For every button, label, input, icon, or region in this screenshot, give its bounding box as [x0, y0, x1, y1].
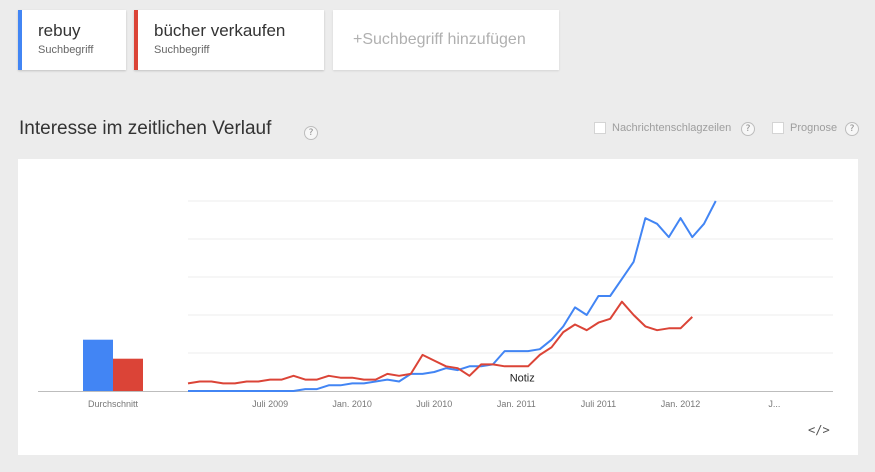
embed-code-button[interactable]: </> [808, 423, 830, 437]
average-label: Durchschnitt [88, 399, 139, 409]
x-tick-label: J... [768, 399, 780, 409]
term-name: rebuy [38, 21, 81, 40]
series-line-buecher-verkaufen [187, 300, 693, 385]
interest-over-time-chart: Durchschnitt Juli 2009 Jan. 2010 Juli 2010 J… [38, 200, 833, 409]
term-name: bücher verkaufen [154, 21, 286, 40]
x-tick-label: Juli 2009 [252, 399, 288, 409]
term-type: Suchbegriff [154, 44, 210, 56]
term-color-bar-rebuy [18, 10, 22, 70]
average-bar-buecher-verkaufen [113, 358, 143, 391]
news-headlines-checkbox[interactable] [594, 122, 606, 134]
forecast-help-icon[interactable]: ? [845, 122, 859, 136]
x-tick-label: Jan. 2010 [332, 399, 372, 409]
x-tick-label: Juli 2011 [581, 399, 616, 409]
x-tick-label: Jan. 2011 [497, 399, 536, 409]
chart-panel: Durchschnitt Juli 2009 Jan. 2010 Juli 2010 J… [18, 159, 858, 455]
section-title: Interesse im zeitlichen Verlauf [19, 118, 272, 139]
series-line-rebuy [188, 200, 717, 392]
add-search-term-label: +Suchbegriff hinzufügen [353, 31, 526, 48]
annotation-note: Notiz [510, 373, 535, 385]
forecast-checkbox[interactable] [772, 122, 784, 134]
search-term-card-buecher-verkaufen[interactable]: bücher verkaufen Suchbegriff [134, 10, 324, 70]
search-term-card-rebuy[interactable]: rebuy Suchbegriff [18, 10, 126, 70]
x-tick-label: Juli 2010 [416, 399, 452, 409]
forecast-label: Prognose [790, 122, 838, 134]
average-bar-rebuy [83, 339, 113, 391]
term-color-bar-buecher-verkaufen [134, 10, 138, 70]
add-search-term-button[interactable]: +Suchbegriff hinzufügen [333, 10, 559, 70]
news-headlines-label: Nachrichtenschlagzeilen [612, 122, 732, 134]
news-headlines-help-icon[interactable]: ? [741, 122, 755, 136]
x-tick-label: Jan. 2012 [661, 399, 701, 409]
term-type: Suchbegriff [38, 44, 94, 56]
help-icon[interactable]: ? [304, 126, 318, 140]
